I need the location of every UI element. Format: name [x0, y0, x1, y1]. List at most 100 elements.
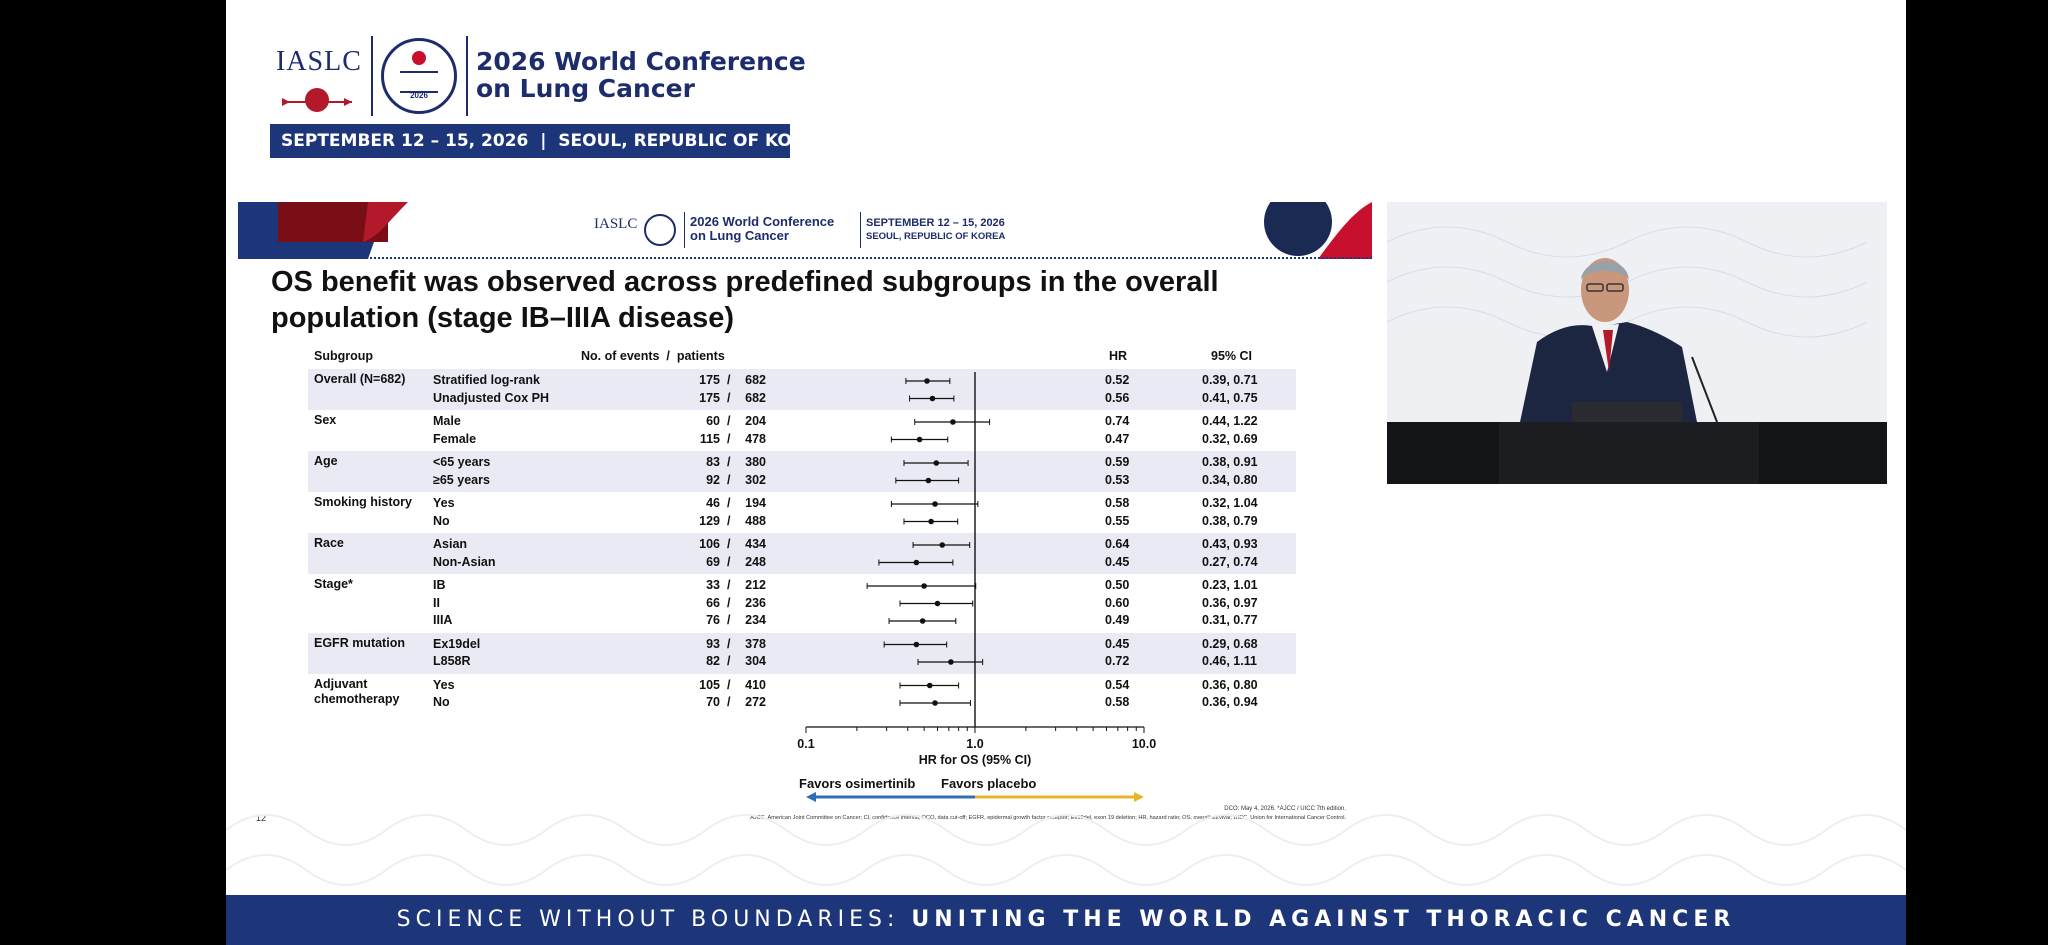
events-value: 105: [699, 677, 720, 692]
patients-value: 682: [745, 373, 766, 387]
banner-right-text: UNITING THE WORLD AGAINST THORACIC CANCE…: [911, 907, 1736, 932]
hr-point: [913, 559, 920, 566]
ci-value: 0.31, 0.77: [1202, 613, 1258, 627]
header-hr: HR: [1109, 349, 1128, 363]
events-separator: /: [727, 613, 731, 627]
row-label: <65 years: [433, 455, 491, 469]
events-value: 93: [706, 636, 720, 651]
events-value: 33: [706, 578, 720, 592]
group-label: Smoking history: [314, 495, 412, 509]
slide-date: SEPTEMBER 12 – 15, 2026: [866, 217, 1005, 229]
header-events: No. of events / patients: [581, 349, 725, 363]
events-value: 69: [706, 554, 720, 569]
row-label: IIIA: [433, 613, 453, 627]
events-separator: /: [727, 578, 731, 592]
events-separator: /: [727, 654, 731, 668]
hr-point: [933, 460, 940, 466]
events-separator: /: [727, 431, 731, 446]
x-tick-label: 1.0: [966, 737, 983, 751]
patients-value: 204: [745, 414, 766, 428]
group-band: [308, 632, 1296, 674]
slide-date-location: SEPTEMBER 12 – 15, 2026 SEOUL, REPUBLIC …: [866, 217, 1005, 243]
speaker-video: [1387, 202, 1887, 484]
presentation-frame: IASLC 2026 2026 World Conference on Lung…: [226, 0, 1906, 945]
ci-value: 0.36, 0.94: [1202, 695, 1258, 709]
slide-title: OS benefit was observed across predefine…: [271, 266, 1219, 334]
events-value: 83: [706, 455, 720, 469]
row-label: No: [433, 695, 450, 709]
hr-value: 0.58: [1105, 695, 1130, 709]
banner-left-text: SCIENCE WITHOUT BOUNDARIES:: [396, 907, 900, 932]
hr-value: 0.58: [1105, 496, 1130, 510]
hr-value: 0.60: [1105, 595, 1130, 610]
row-label: Female: [433, 431, 477, 446]
hr-value: 0.64: [1105, 537, 1130, 551]
conference-date-bar: SEPTEMBER 12 – 15, 2026 | SEOUL, REPUBLI…: [270, 124, 830, 158]
events-separator: /: [727, 472, 731, 487]
ci-value: 0.38, 0.79: [1202, 513, 1258, 528]
hr-value: 0.50: [1105, 578, 1130, 592]
favors-right-arrowhead: [1134, 792, 1144, 802]
patients-value: 434: [745, 537, 766, 551]
hr-point: [924, 378, 930, 384]
conference-title-line1: 2026 World Conference: [476, 47, 806, 76]
row-label: Yes: [433, 496, 455, 510]
hr-value: 0.59: [1105, 455, 1130, 469]
hr-point: [932, 501, 938, 507]
favors-left-label: Favors osimertinib: [799, 776, 916, 791]
x-tick-label: 10.0: [1132, 737, 1156, 751]
row-label: Non-Asian: [433, 554, 496, 569]
patients-value: 212: [745, 578, 766, 592]
row-label: Asian: [433, 537, 468, 551]
ci-value: 0.32, 1.04: [1202, 496, 1258, 510]
ci-value: 0.39, 0.71: [1202, 373, 1258, 387]
footnote-dco: DCO: May 4, 2026. *AJCC / UICC 7th editi…: [1224, 806, 1346, 812]
events-value: 60: [706, 414, 720, 428]
patients-value: 194: [745, 496, 766, 510]
hr-point: [913, 641, 920, 648]
events-separator: /: [727, 414, 731, 428]
hr-point: [916, 436, 923, 443]
hr-point: [934, 600, 941, 607]
page-number: 12: [256, 813, 267, 823]
row-label: No: [433, 513, 450, 528]
conference-title: 2026 World Conference on Lung Cancer: [476, 48, 806, 102]
bottom-banner: SCIENCE WITHOUT BOUNDARIES: UNITING THE …: [226, 895, 1906, 945]
hr-point: [921, 583, 927, 589]
background-pattern: [226, 814, 1906, 886]
patients-value: 478: [745, 431, 766, 446]
row-label: ≥65 years: [433, 472, 490, 487]
ci-value: 0.38, 0.91: [1202, 455, 1258, 469]
hr-value: 0.74: [1105, 414, 1130, 428]
row-label: Male: [433, 414, 461, 428]
x-axis-label: HR for OS (95% CI): [919, 753, 1032, 767]
slide-seal-icon: [644, 214, 676, 246]
patients-value: 236: [745, 595, 766, 610]
events-value: 92: [706, 472, 720, 487]
patients-value: 302: [745, 472, 766, 487]
header-subgroup: Subgroup: [314, 349, 374, 363]
slide-title-line2: on Lung Cancer: [690, 228, 789, 243]
patients-value: 272: [745, 695, 766, 709]
events-separator: /: [727, 496, 731, 510]
events-value: 175: [699, 373, 720, 387]
patients-value: 304: [745, 654, 766, 668]
events-value: 76: [706, 613, 720, 627]
ci-value: 0.27, 0.74: [1202, 554, 1258, 569]
patients-value: 488: [745, 513, 766, 528]
group-label: EGFR mutation: [314, 635, 405, 650]
events-value: 70: [706, 695, 720, 709]
patients-value: 378: [745, 636, 766, 651]
slide-location: SEOUL, REPUBLIC OF KOREA: [866, 231, 1006, 242]
events-separator: /: [727, 513, 731, 528]
row-label: Stratified log-rank: [433, 373, 540, 387]
row-label: II: [433, 595, 440, 610]
lungs-icon: [282, 88, 352, 112]
events-separator: /: [727, 554, 731, 569]
hr-point: [950, 419, 956, 425]
patients-value: 682: [745, 390, 766, 405]
row-label: IB: [433, 578, 446, 592]
hr-value: 0.49: [1105, 613, 1130, 627]
group-band: [308, 451, 1296, 492]
slide-conference-title: 2026 World Conference on Lung Cancer: [690, 215, 834, 243]
